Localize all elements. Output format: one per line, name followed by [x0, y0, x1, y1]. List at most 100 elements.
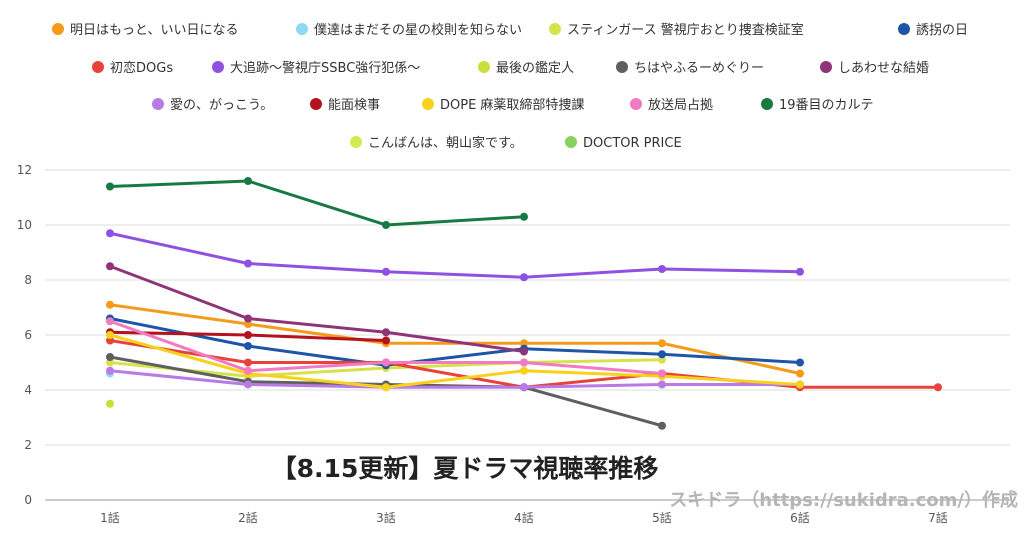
- data-point: [106, 300, 114, 309]
- legend-label: 能面検事: [328, 98, 380, 113]
- legend-label: 愛の、がっこう。: [170, 98, 273, 113]
- series-line: [108, 317, 802, 367]
- data-point: [520, 383, 528, 392]
- data-point: [382, 267, 390, 276]
- legend-item[interactable]: DOPE 麻薬取締部特捜課: [422, 97, 584, 113]
- legend-swatch: [92, 61, 104, 73]
- data-point: [520, 212, 528, 221]
- y-tick-label: 10: [17, 218, 32, 232]
- legend-item[interactable]: 能面検事: [310, 98, 380, 113]
- data-point: [244, 314, 252, 323]
- series-line: [108, 333, 802, 389]
- data-point: [520, 347, 528, 356]
- legend-label: 最後の鑑定人: [496, 60, 574, 76]
- data-point: [106, 358, 114, 367]
- series-line: [108, 231, 802, 279]
- legend-item[interactable]: 明日はもっと、いい日になる: [52, 23, 238, 38]
- series: [106, 328, 390, 345]
- legend-label: 大追跡〜警視庁SSBC強行犯係〜: [230, 60, 420, 76]
- series-layer: [106, 177, 942, 430]
- data-point: [244, 380, 252, 389]
- series: [106, 262, 528, 356]
- legend-label: 僕達はまだその星の校則を知らない: [314, 22, 522, 38]
- legend-item[interactable]: 19番目のカルテ: [761, 98, 874, 113]
- legend-label: しあわせな結婚: [838, 61, 929, 76]
- legend-swatch: [820, 61, 832, 73]
- data-point: [658, 369, 666, 378]
- legend-label: 誘拐の日: [916, 23, 968, 38]
- data-point: [244, 358, 252, 367]
- data-point: [244, 342, 252, 350]
- legend-item[interactable]: 最後の鑑定人: [478, 60, 574, 76]
- series: [106, 177, 528, 229]
- data-point: [520, 358, 528, 367]
- legend-item[interactable]: 大追跡〜警視庁SSBC強行犯係〜: [212, 60, 420, 76]
- data-point: [244, 366, 252, 375]
- series-line: [108, 369, 802, 389]
- data-point: [244, 320, 252, 328]
- legend-swatch: [478, 61, 490, 73]
- data-point: [382, 336, 390, 345]
- data-point: [520, 366, 528, 375]
- legend-item[interactable]: 誘拐の日: [898, 23, 968, 38]
- legend-label: 19番目のカルテ: [779, 98, 874, 113]
- legend-swatch: [616, 61, 628, 73]
- legend-swatch: [898, 23, 910, 35]
- y-tick-label: 2: [24, 438, 32, 452]
- y-tick-label: 6: [24, 328, 32, 342]
- data-point: [106, 336, 114, 345]
- legend-swatch: [212, 61, 224, 73]
- legend-label: こんばんは、朝山家です。: [368, 135, 523, 151]
- legend-swatch: [296, 23, 308, 35]
- legend-swatch: [350, 136, 362, 148]
- x-tick-label: 4話: [514, 510, 534, 525]
- legend-swatch: [549, 23, 561, 35]
- data-point: [382, 383, 390, 392]
- x-tick-label: 7話: [928, 510, 948, 525]
- data-point: [658, 350, 666, 359]
- legend-item[interactable]: 放送局占拠: [630, 98, 713, 113]
- x-tick-label: 1話: [100, 510, 120, 525]
- legend-item[interactable]: しあわせな結婚: [820, 61, 929, 76]
- y-tick-label: 0: [24, 493, 32, 507]
- legend-label: 初恋DOGs: [110, 60, 173, 76]
- series-line: [108, 179, 526, 227]
- data-point: [106, 229, 114, 238]
- legend-label: 放送局占拠: [648, 98, 713, 113]
- data-point: [382, 328, 390, 337]
- data-point: [520, 339, 528, 348]
- data-point: [106, 262, 114, 271]
- legend-item[interactable]: 愛の、がっこう。: [152, 98, 273, 113]
- series: [106, 399, 114, 408]
- legend-item[interactable]: 初恋DOGs: [92, 60, 173, 76]
- legend-item[interactable]: こんばんは、朝山家です。: [350, 135, 523, 151]
- data-point: [106, 366, 114, 375]
- data-point: [106, 317, 114, 326]
- data-point: [520, 273, 528, 282]
- data-point: [658, 380, 666, 389]
- legend-swatch: [565, 136, 577, 148]
- legend-item[interactable]: 僕達はまだその星の校則を知らない: [296, 22, 522, 38]
- series: [106, 317, 666, 378]
- data-point: [106, 399, 114, 408]
- legend-item[interactable]: スティンガース 警視庁おとり捜査検証室: [549, 22, 804, 38]
- data-point: [244, 259, 252, 268]
- y-tick-label: 12: [17, 163, 32, 177]
- data-point: [244, 331, 252, 339]
- y-tick-label: 8: [24, 273, 32, 287]
- data-point: [934, 383, 942, 392]
- series: [106, 229, 804, 282]
- data-point: [796, 267, 804, 276]
- data-point: [106, 182, 114, 191]
- data-point: [796, 380, 804, 389]
- data-point: [796, 358, 804, 367]
- legend-swatch: [422, 98, 434, 110]
- data-point: [658, 265, 666, 273]
- data-point: [382, 221, 390, 229]
- axis-labels: 0 2 4 6 8 10 12 1話 2話 3話 4話 5話 6話 7話: [17, 163, 948, 525]
- legend-item[interactable]: DOCTOR PRICE: [565, 136, 682, 151]
- data-point: [106, 331, 114, 339]
- legend-item[interactable]: ちはやふるーめぐりー: [616, 61, 764, 76]
- legend-swatch: [52, 23, 64, 35]
